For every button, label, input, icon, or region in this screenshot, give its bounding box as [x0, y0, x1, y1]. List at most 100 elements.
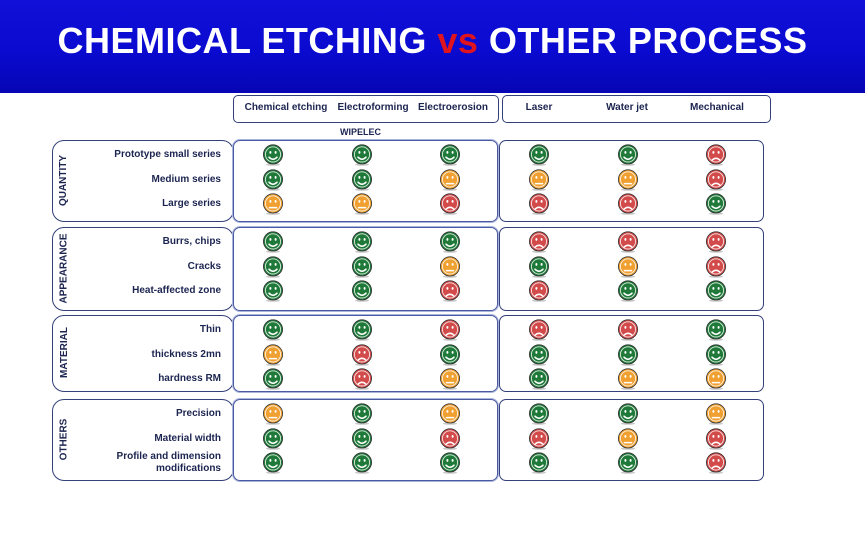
title-part-1: CHEMICAL ETCHING [57, 20, 438, 61]
title-vs: vs [437, 20, 479, 61]
neutral-face-icon [439, 169, 461, 191]
row-label-profile-and-dimension-modifications: Profile and dimension modifications [116, 451, 221, 474]
happy-face-icon [351, 319, 373, 341]
neutral-face-icon [262, 344, 284, 366]
column-header-laser: Laser [525, 102, 553, 113]
happy-face-icon [528, 403, 550, 425]
group-box-left-material [233, 315, 498, 392]
happy-face-icon [351, 256, 373, 278]
category-box-others [52, 399, 234, 481]
sad-face-icon [439, 280, 461, 302]
sad-face-icon [617, 193, 639, 215]
happy-face-icon [617, 344, 639, 366]
happy-face-icon [705, 193, 727, 215]
sad-face-icon [528, 428, 550, 450]
row-label-heat-affected-zone: Heat-affected zone [132, 285, 221, 296]
sad-face-icon [439, 428, 461, 450]
sad-face-icon [705, 256, 727, 278]
happy-face-icon [262, 280, 284, 302]
happy-face-icon [351, 231, 373, 253]
sad-face-icon [705, 231, 727, 253]
happy-face-icon [262, 428, 284, 450]
sad-face-icon [351, 344, 373, 366]
happy-face-icon [528, 344, 550, 366]
happy-face-icon [617, 280, 639, 302]
neutral-face-icon [351, 193, 373, 215]
neutral-face-icon [705, 403, 727, 425]
category-label-others: OTHERS [52, 399, 76, 479]
row-label-material-width: Material width [154, 433, 221, 444]
row-label-prototype-small-series: Prototype small series [114, 149, 221, 160]
category-label-text: MATERIAL [58, 327, 70, 378]
happy-face-icon [351, 169, 373, 191]
column-header-water-jet: Water jet [606, 102, 648, 113]
happy-face-icon [439, 144, 461, 166]
group-box-left-appearance [233, 227, 498, 311]
row-label-large-series: Large series [162, 198, 221, 209]
column-header-electroforming: Electroforming [337, 102, 409, 113]
happy-face-icon [262, 319, 284, 341]
happy-face-icon [528, 368, 550, 390]
column-header-electroerosion: Electroerosion [417, 102, 489, 113]
happy-face-icon [262, 256, 284, 278]
title-banner: CHEMICAL ETCHING vs OTHER PROCESS [0, 0, 865, 93]
category-box-quantity [52, 140, 234, 222]
sad-face-icon [528, 231, 550, 253]
sad-face-icon [351, 368, 373, 390]
neutral-face-icon [617, 428, 639, 450]
group-box-right-quantity [499, 140, 764, 222]
neutral-face-icon [439, 256, 461, 278]
happy-face-icon [528, 452, 550, 474]
happy-face-icon [617, 452, 639, 474]
sad-face-icon [528, 319, 550, 341]
neutral-face-icon [262, 403, 284, 425]
happy-face-icon [262, 231, 284, 253]
happy-face-icon [351, 428, 373, 450]
category-label-quantity: QUANTITY [52, 140, 76, 220]
sad-face-icon [528, 193, 550, 215]
column-header-mechanical: Mechanical [690, 102, 744, 113]
neutral-face-icon [439, 403, 461, 425]
group-box-left-others [233, 399, 498, 481]
group-box-left-quantity [233, 140, 498, 222]
column-header-chemical-etching: Chemical etching [244, 102, 328, 113]
category-label-text: APPEARANCE [58, 232, 70, 304]
neutral-face-icon [617, 368, 639, 390]
neutral-face-icon [617, 256, 639, 278]
category-box-appearance [52, 227, 234, 311]
category-label-appearance: APPEARANCE [52, 227, 76, 309]
sad-face-icon [439, 193, 461, 215]
row-label-thickness-2mn: thickness 2mn [151, 349, 221, 360]
happy-face-icon [262, 144, 284, 166]
happy-face-icon [439, 452, 461, 474]
sad-face-icon [705, 169, 727, 191]
row-label-hardness-rm: hardness RM [158, 373, 221, 384]
title-part-2: OTHER PROCESS [478, 20, 808, 61]
happy-face-icon [351, 403, 373, 425]
group-box-right-others [499, 399, 764, 481]
happy-face-icon [439, 231, 461, 253]
neutral-face-icon [617, 169, 639, 191]
sad-face-icon [439, 319, 461, 341]
neutral-face-icon [439, 368, 461, 390]
group-box-right-material [499, 315, 764, 392]
happy-face-icon [617, 403, 639, 425]
sad-face-icon [528, 280, 550, 302]
happy-face-icon [528, 256, 550, 278]
sad-face-icon [705, 428, 727, 450]
happy-face-icon [262, 169, 284, 191]
happy-face-icon [351, 144, 373, 166]
category-label-material: MATERIAL [52, 315, 76, 390]
group-box-right-appearance [499, 227, 764, 311]
row-label-precision: Precision [175, 408, 221, 419]
row-label-thin: Thin [199, 324, 221, 335]
wipelec-label: WIPELEC [340, 127, 382, 137]
happy-face-icon [262, 452, 284, 474]
column-group-box-left [233, 95, 499, 123]
happy-face-icon [617, 144, 639, 166]
sad-face-icon [617, 231, 639, 253]
happy-face-icon [351, 280, 373, 302]
row-label-cracks: Cracks [187, 261, 221, 272]
category-label-text: QUANTITY [58, 154, 70, 206]
happy-face-icon [705, 319, 727, 341]
